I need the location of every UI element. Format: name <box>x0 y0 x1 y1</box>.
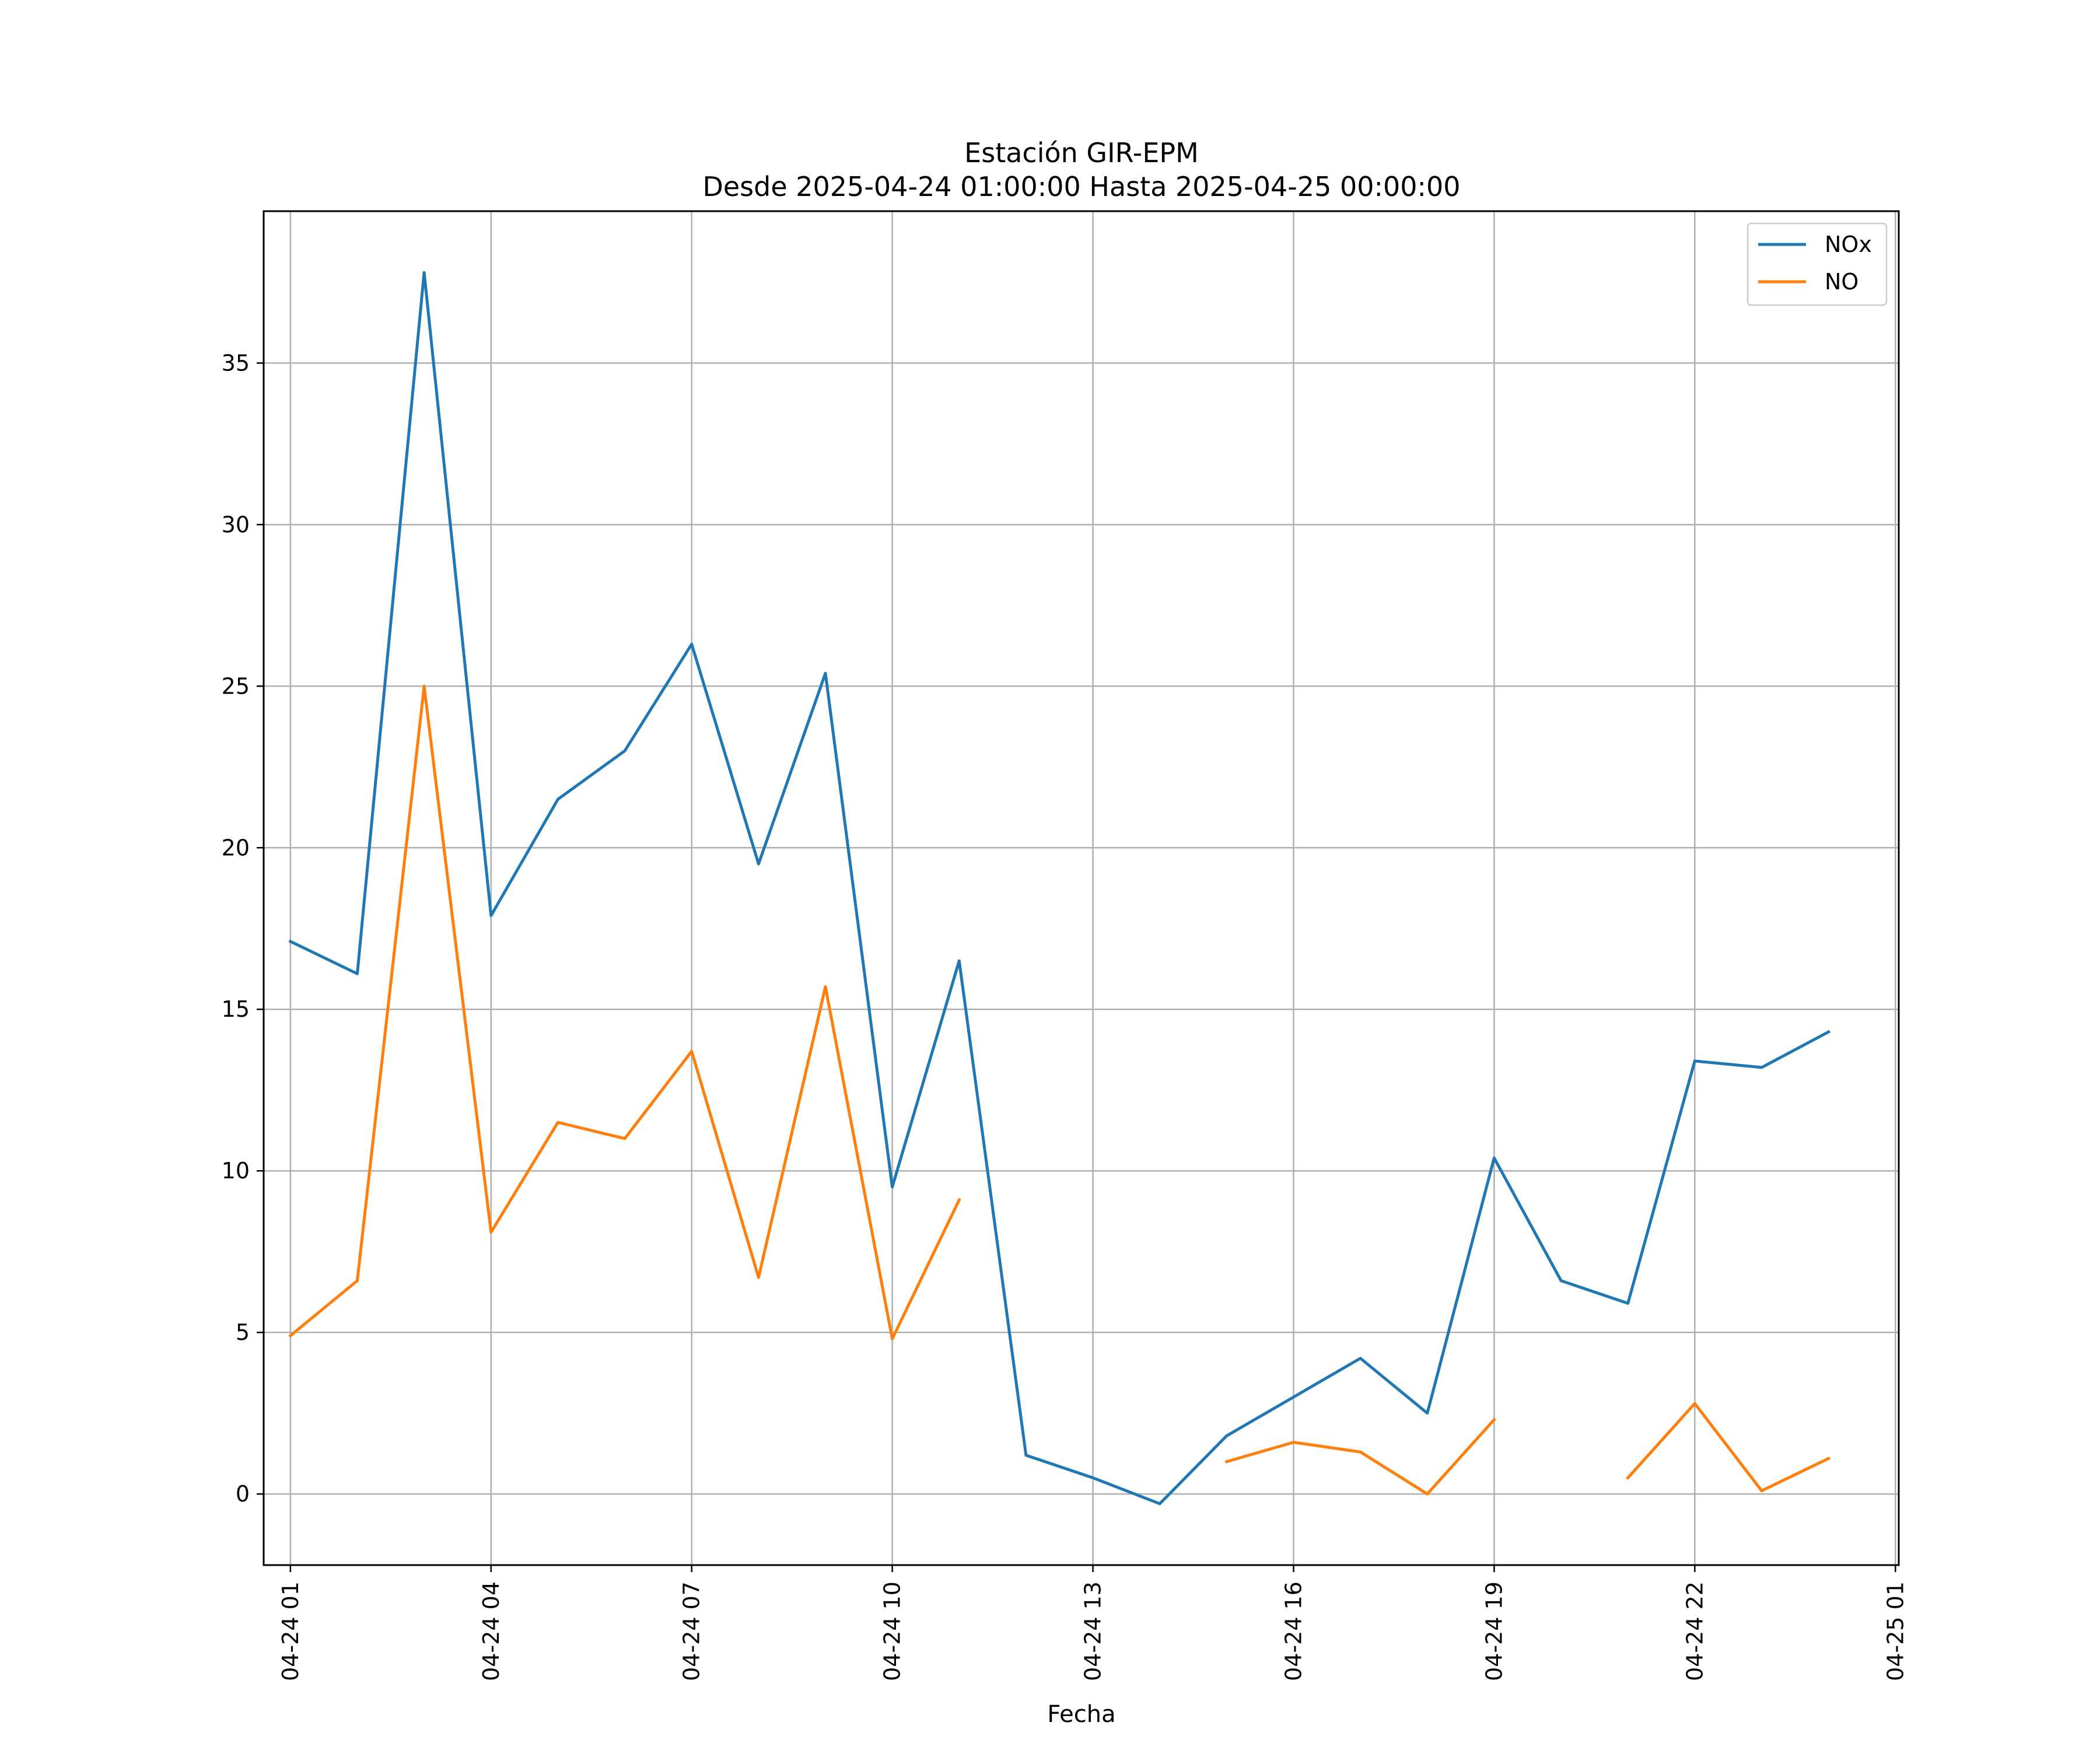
y-tick-label: 5 <box>236 1320 250 1345</box>
series-no-line <box>288 684 961 1340</box>
x-tick-label: 04-24 16 <box>1280 1581 1306 1681</box>
x-tick-label: 04-24 19 <box>1481 1581 1507 1681</box>
grid <box>264 211 1899 1565</box>
chart-title: Estación GIR-EPM <box>964 137 1199 169</box>
x-tick-label: 04-24 10 <box>880 1581 905 1681</box>
x-tick-label: 04-25 01 <box>1882 1581 1908 1681</box>
legend-label-no: NO <box>1825 269 1859 295</box>
series-no-line <box>1224 1418 1496 1496</box>
y-tick-label: 10 <box>222 1158 250 1184</box>
y-axis: 0 5 10 15 20 25 30 35 <box>222 350 264 1507</box>
x-axis: 04-24 01 04-24 04 04-24 07 04-24 10 04-24 13… <box>278 1565 1908 1681</box>
y-tick-label: 20 <box>222 835 250 860</box>
x-axis-label: Fecha <box>1047 1701 1115 1728</box>
y-tick-label: 15 <box>222 996 250 1022</box>
series-no <box>288 684 1831 1496</box>
y-tick-label: 25 <box>222 673 250 699</box>
x-tick-label: 04-24 04 <box>478 1581 504 1681</box>
series-no-line <box>1626 1402 1831 1493</box>
series-nox <box>288 271 1831 1506</box>
x-tick-label: 04-24 22 <box>1682 1581 1707 1681</box>
x-tick-label: 04-24 07 <box>679 1581 705 1681</box>
y-tick-label: 0 <box>236 1481 250 1507</box>
chart-subtitle: Desde 2025-04-24 01:00:00 Hasta 2025-04-… <box>702 171 1460 202</box>
series-nox-line <box>288 271 1831 1506</box>
y-tick-label: 30 <box>222 512 250 537</box>
series-lines <box>288 271 1831 1506</box>
x-tick-label: 04-24 13 <box>1080 1581 1106 1681</box>
x-tick-label: 04-24 01 <box>278 1581 303 1681</box>
legend: NOx NO <box>1746 222 1888 306</box>
y-tick-label: 35 <box>222 350 250 376</box>
legend-label-nox: NOx <box>1825 232 1872 257</box>
plot-frame <box>262 210 1900 1566</box>
